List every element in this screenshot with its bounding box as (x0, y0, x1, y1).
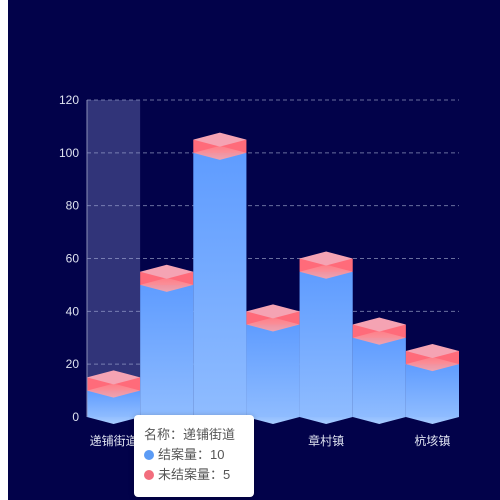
highlight-band (87, 100, 141, 417)
bar-series1 (299, 271, 353, 417)
tooltip-series1-row: 结案量：10 (144, 445, 244, 465)
bar-top-diamond (246, 304, 300, 319)
bar-series1 (405, 364, 459, 417)
x-tick-label: 杭垓镇 (414, 433, 450, 448)
bar-series1 (140, 284, 194, 417)
y-tick-label: 20 (66, 357, 80, 371)
tooltip-series2-line: 未结案量：5 (158, 467, 231, 482)
bar-mid-diamond (352, 330, 406, 345)
bar-mid-diamond (193, 145, 247, 160)
bar-series1 (352, 337, 406, 417)
y-tick-label: 0 (72, 410, 79, 424)
bar-top-diamond (87, 370, 141, 385)
bar-mid-diamond (140, 277, 194, 292)
y-tick-label: 100 (59, 146, 79, 160)
y-tick-label: 120 (59, 93, 79, 107)
series2-dot-icon (144, 470, 154, 480)
bar-top-diamond (193, 132, 247, 147)
bar-top-diamond (299, 251, 353, 266)
bar-top-diamond (405, 343, 459, 358)
tooltip-name-line: 名称：递铺街道 (144, 427, 236, 442)
tooltip-series1-line: 结案量：10 (158, 447, 225, 462)
y-tick-label: 60 (66, 252, 80, 266)
bar-series1 (246, 324, 300, 417)
bar-top-diamond (352, 317, 406, 332)
tooltip-series2-row: 未结案量：5 (144, 465, 244, 485)
x-tick-label: 章村镇 (308, 433, 344, 448)
y-tick-label: 80 (66, 199, 80, 213)
bar-mid-diamond (246, 317, 300, 332)
bar-mid-diamond (405, 357, 459, 372)
x-tick-label: 递铺街道 (90, 434, 138, 448)
y-tick-label: 40 (66, 304, 80, 318)
bar-mid-diamond (299, 264, 353, 279)
bar-series1 (193, 152, 247, 418)
bar-mid-diamond (87, 383, 141, 398)
chart-tooltip: 名称：递铺街道 结案量：10 未结案量：5 (134, 415, 254, 497)
bar-top-diamond (140, 264, 194, 279)
series1-dot-icon (144, 450, 154, 460)
